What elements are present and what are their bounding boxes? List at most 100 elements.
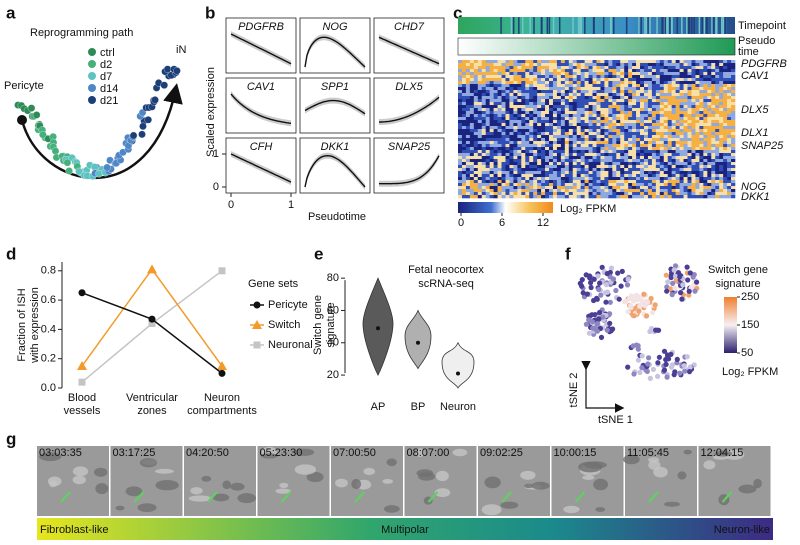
cell-dot: [672, 285, 678, 291]
heatmap-cell: [604, 90, 609, 94]
heatmap-cell: [647, 81, 653, 85]
heatmap-cell: [461, 174, 467, 178]
heatmap-cell: [620, 129, 625, 133]
heatmap-cell: [616, 129, 621, 133]
heatmap-cell: [580, 138, 585, 142]
cell-dot: [684, 264, 690, 270]
heatmap-cell: [489, 69, 494, 73]
heatmap-cell: [509, 69, 514, 73]
heatmap-cell: [493, 126, 498, 130]
heatmap-cell: [727, 189, 732, 193]
heatmap-cell: [683, 129, 688, 133]
heatmap-cell: [699, 147, 704, 151]
heatmap-cell: [632, 171, 637, 175]
heatmap-cell: [568, 135, 574, 139]
heatmap-cell: [481, 174, 486, 178]
heatmap-cell: [560, 162, 566, 166]
heatmap-cell: [489, 165, 494, 169]
heatmap-cell: [458, 180, 463, 184]
heatmap-cell: [675, 183, 680, 187]
heatmap-cell: [458, 75, 463, 79]
heatmap-cell: [636, 117, 641, 121]
heatmap-cell: [560, 66, 566, 70]
heatmap-cell: [647, 90, 653, 94]
heatmap-cell: [549, 162, 554, 166]
heatmap-cell: [592, 177, 597, 181]
heatmap-cell: [465, 108, 471, 112]
heatmap-cell: [620, 162, 625, 166]
heatmap-cell: [711, 153, 716, 157]
heatmap-cell: [509, 156, 514, 160]
heatmap-cell: [655, 180, 661, 184]
heatmap-cell: [655, 141, 661, 145]
heatmap-cell: [549, 75, 554, 79]
heatmap-cell: [485, 156, 490, 160]
heatmap-cell: [643, 111, 649, 115]
timepoint-stripe: [705, 17, 707, 34]
heatmap-cell: [612, 117, 617, 121]
heatmap-cell: [620, 69, 625, 73]
heatmap-cell: [465, 69, 471, 73]
heatmap-cell: [691, 120, 696, 124]
heatmap-cell: [517, 144, 522, 148]
heatmap-cell: [513, 87, 518, 91]
heatmap-cell: [723, 96, 728, 100]
heatmap-cell: [671, 81, 676, 85]
heatmap-cell: [612, 99, 617, 103]
heatmap-cell: [620, 72, 625, 76]
cell-shape: [753, 478, 762, 489]
trend-curve: [378, 36, 440, 65]
heatmap-cell: [481, 183, 486, 187]
heatmap-cell: [564, 186, 570, 190]
heatmap-cell: [651, 144, 657, 148]
heatmap-cell: [489, 78, 494, 82]
heatmap-cell: [458, 66, 463, 70]
heatmap-cell: [469, 171, 475, 175]
heatmap-cell: [568, 195, 574, 199]
heatmap-cell: [628, 177, 633, 181]
heatmap-cell: [556, 96, 562, 100]
heatmap-cell: [604, 78, 609, 82]
cell-dot: [677, 370, 683, 376]
heatmap-cell: [572, 129, 578, 133]
heatmap-cell: [699, 135, 704, 139]
heatmap-cell: [659, 195, 665, 199]
heatmap-cell: [529, 141, 534, 145]
heatmap-cell: [501, 105, 506, 109]
heatmap-cell: [529, 156, 534, 160]
heatmap-cell: [461, 144, 467, 148]
cell-shape: [677, 471, 687, 480]
heatmap-cell: [620, 126, 625, 130]
heatmap-cell: [537, 84, 542, 88]
heatmap-cell: [576, 159, 581, 163]
heatmap-cell: [651, 99, 657, 103]
heatmap-cell: [529, 150, 534, 154]
heatmap-cell: [695, 84, 700, 88]
heatmap-cell: [529, 189, 534, 193]
heatmap-cell: [545, 72, 550, 76]
heatmap-cell: [671, 111, 676, 115]
heatmap-cell: [584, 81, 589, 85]
heatmap-cell: [679, 189, 684, 193]
heatmap-cell: [513, 153, 518, 157]
heatmap-cell: [537, 132, 542, 136]
heatmap-cell: [699, 75, 704, 79]
heatmap-cell: [485, 123, 490, 127]
heatmap-cell: [612, 78, 617, 82]
heatmap-cell: [632, 87, 637, 91]
heatmap-cell: [493, 186, 498, 190]
heatmap-cell: [663, 132, 669, 136]
heatmap-cell: [529, 90, 534, 94]
heatmap-cell: [509, 117, 514, 121]
heatmap-cell: [715, 90, 720, 94]
heatmap-cell: [675, 69, 680, 73]
heatmap-cell: [592, 117, 597, 121]
panel-letter: c: [453, 3, 462, 22]
heatmap-cell: [533, 63, 538, 67]
heatmap-cell: [632, 108, 637, 112]
heatmap-cell: [679, 102, 684, 106]
heatmap-cell: [663, 159, 669, 163]
heatmap-cell: [608, 156, 613, 160]
heatmap-cell: [687, 96, 692, 100]
heatmap-cell: [497, 69, 502, 73]
